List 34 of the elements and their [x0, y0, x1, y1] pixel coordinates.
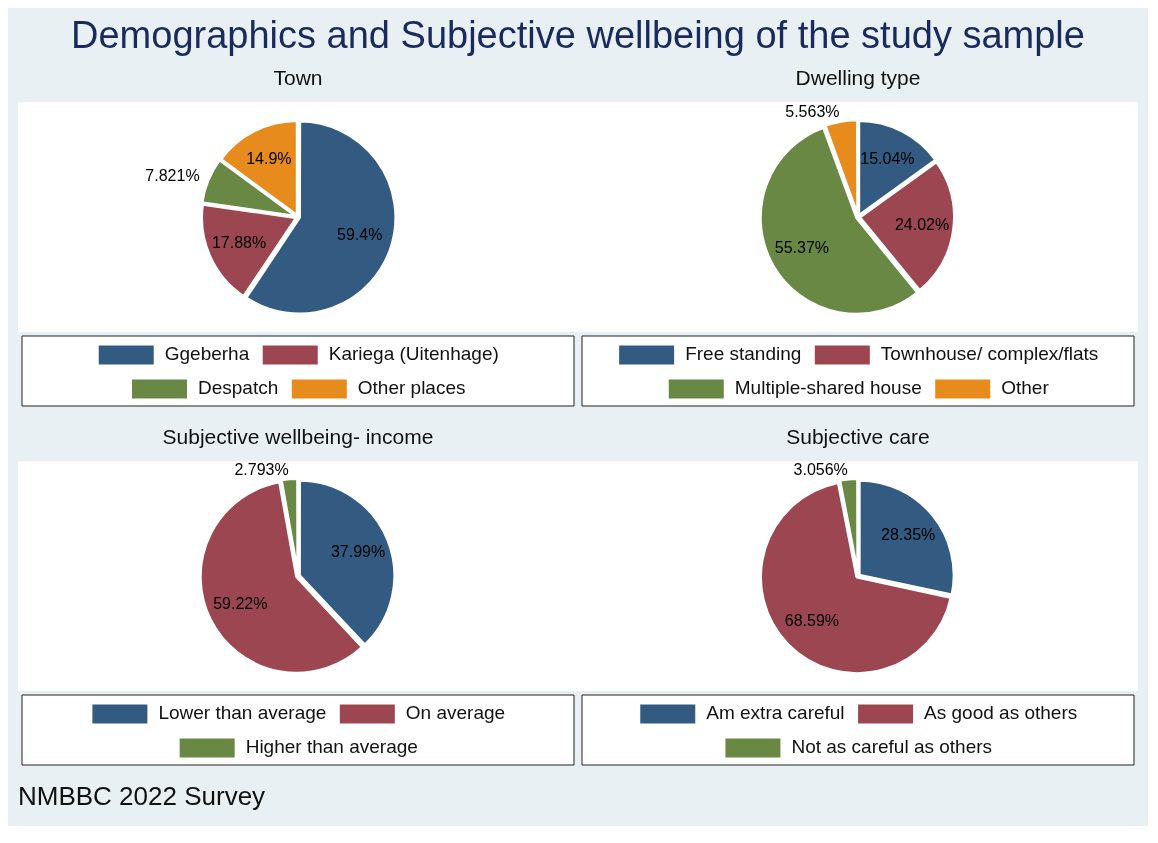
data-label: 3.056%: [793, 460, 848, 478]
legend-label: Despatch: [198, 377, 279, 399]
legend-label: Higher than average: [245, 736, 418, 758]
legend-label: Lower than average: [158, 702, 327, 724]
data-label: 59.22%: [213, 595, 268, 613]
legend-label: Other places: [357, 377, 466, 399]
legend-label: On average: [405, 702, 506, 724]
legend-label: Other: [1001, 377, 1050, 399]
legend-label: Not as careful as others: [791, 736, 993, 758]
legend-label: Ggeberha: [164, 343, 250, 365]
legend-label: Free standing: [685, 343, 802, 365]
data-label: 2.793%: [234, 460, 289, 478]
data-label: 24.02%: [894, 215, 950, 233]
data-label: 7.821%: [145, 167, 200, 185]
chart-title: Subjective care: [786, 425, 930, 449]
legend-label: As good as others: [924, 702, 1078, 724]
data-label: 28.35%: [881, 525, 936, 543]
data-label: 59.4%: [337, 226, 383, 244]
data-label: 15.04%: [860, 150, 915, 168]
legend-label: Multiple-shared house: [734, 377, 922, 399]
legend-label: Am extra careful: [706, 702, 845, 724]
chart-title: Town: [273, 66, 323, 90]
data-label: 5.563%: [785, 102, 840, 120]
data-label: 14.9%: [246, 149, 292, 167]
data-label: 68.59%: [784, 611, 840, 629]
chart-title: Subjective wellbeing- income: [162, 425, 434, 449]
data-label: 17.88%: [211, 233, 267, 251]
text: NMBBC 2022 Survey: [18, 781, 267, 812]
data-label: 37.99%: [330, 542, 386, 560]
legend-label: Kariega (Uitenhage): [328, 343, 499, 365]
data-label: 55.37%: [774, 239, 830, 257]
text: Demographics and Subjective wellbeing of the study sample: [70, 14, 1086, 57]
legend-label: Townhouse/ complex/flats: [880, 343, 1099, 365]
chart-title: Dwelling type: [795, 66, 921, 90]
